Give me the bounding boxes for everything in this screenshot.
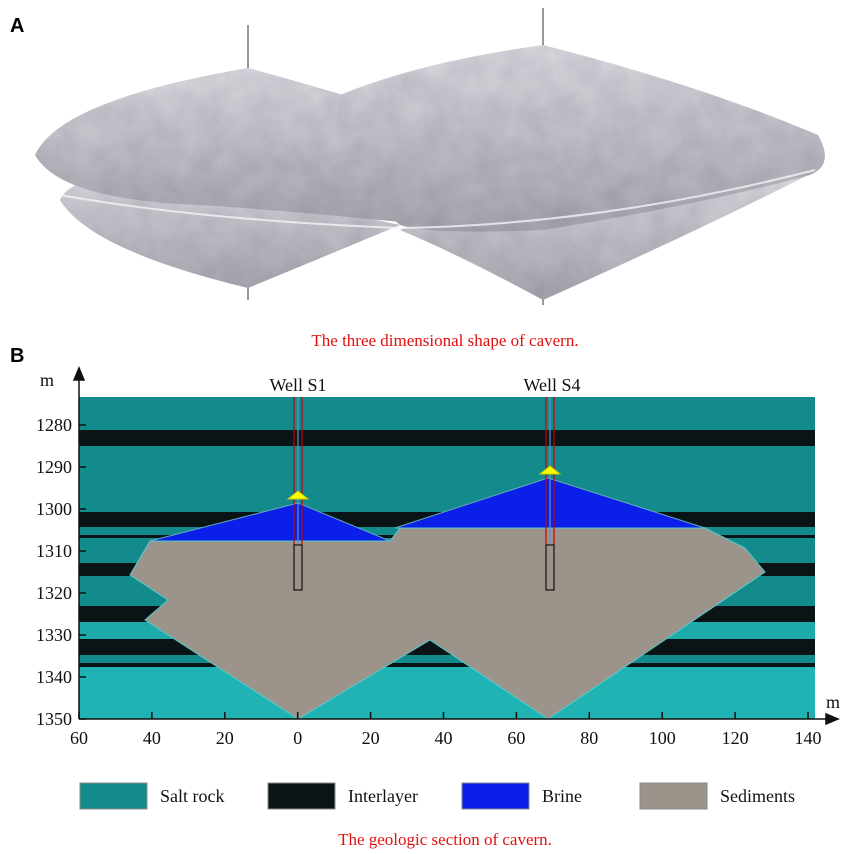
- panel-label: B: [10, 345, 24, 367]
- x-tick-label: 80: [580, 728, 598, 748]
- y-tick-label: 1340: [36, 667, 72, 687]
- y-tick-label: 1300: [36, 499, 72, 519]
- well-label: Well S4: [523, 375, 580, 395]
- y-tick-label: 1320: [36, 583, 72, 603]
- legend-swatch: [268, 783, 335, 809]
- x-tick-label: 140: [795, 728, 822, 748]
- x-tick-label: 120: [722, 728, 749, 748]
- y-tick-label: 1280: [36, 415, 72, 435]
- x-tick-label: 40: [435, 728, 453, 748]
- legend-swatch: [80, 783, 147, 809]
- caption: The geologic section of cavern.: [338, 830, 552, 849]
- y-tick-label: 1330: [36, 625, 72, 645]
- legend-label: Interlayer: [348, 786, 418, 806]
- figure: A The three dimensional shape of cavern.…: [0, 0, 841, 854]
- legend-swatch: [640, 783, 707, 809]
- cavern-3d: [35, 8, 825, 305]
- panel-label: A: [10, 15, 24, 37]
- caption: The three dimensional shape of cavern.: [311, 331, 578, 350]
- x-tick-label: 40: [143, 728, 161, 748]
- x-tick-label: 20: [362, 728, 380, 748]
- x-tick-label: 0: [293, 728, 302, 748]
- legend-label: Salt rock: [160, 786, 225, 806]
- axis-unit: m: [826, 692, 840, 712]
- legend-label: Sediments: [720, 786, 795, 806]
- x-tick-label: 100: [649, 728, 676, 748]
- well-label: Well S1: [269, 375, 326, 395]
- axis-unit: m: [40, 370, 54, 390]
- y-tick-label: 1310: [36, 541, 72, 561]
- legend: Salt rock Interlayer Brine Sediments: [80, 783, 795, 809]
- x-tick-label: 60: [70, 728, 88, 748]
- legend-label: Brine: [542, 786, 582, 806]
- legend-swatch: [462, 783, 529, 809]
- y-tick-label: 1290: [36, 457, 72, 477]
- x-tick-label: 60: [507, 728, 525, 748]
- y-tick-label: 1350: [36, 709, 72, 729]
- x-tick-label: 20: [216, 728, 234, 748]
- section: [79, 397, 815, 719]
